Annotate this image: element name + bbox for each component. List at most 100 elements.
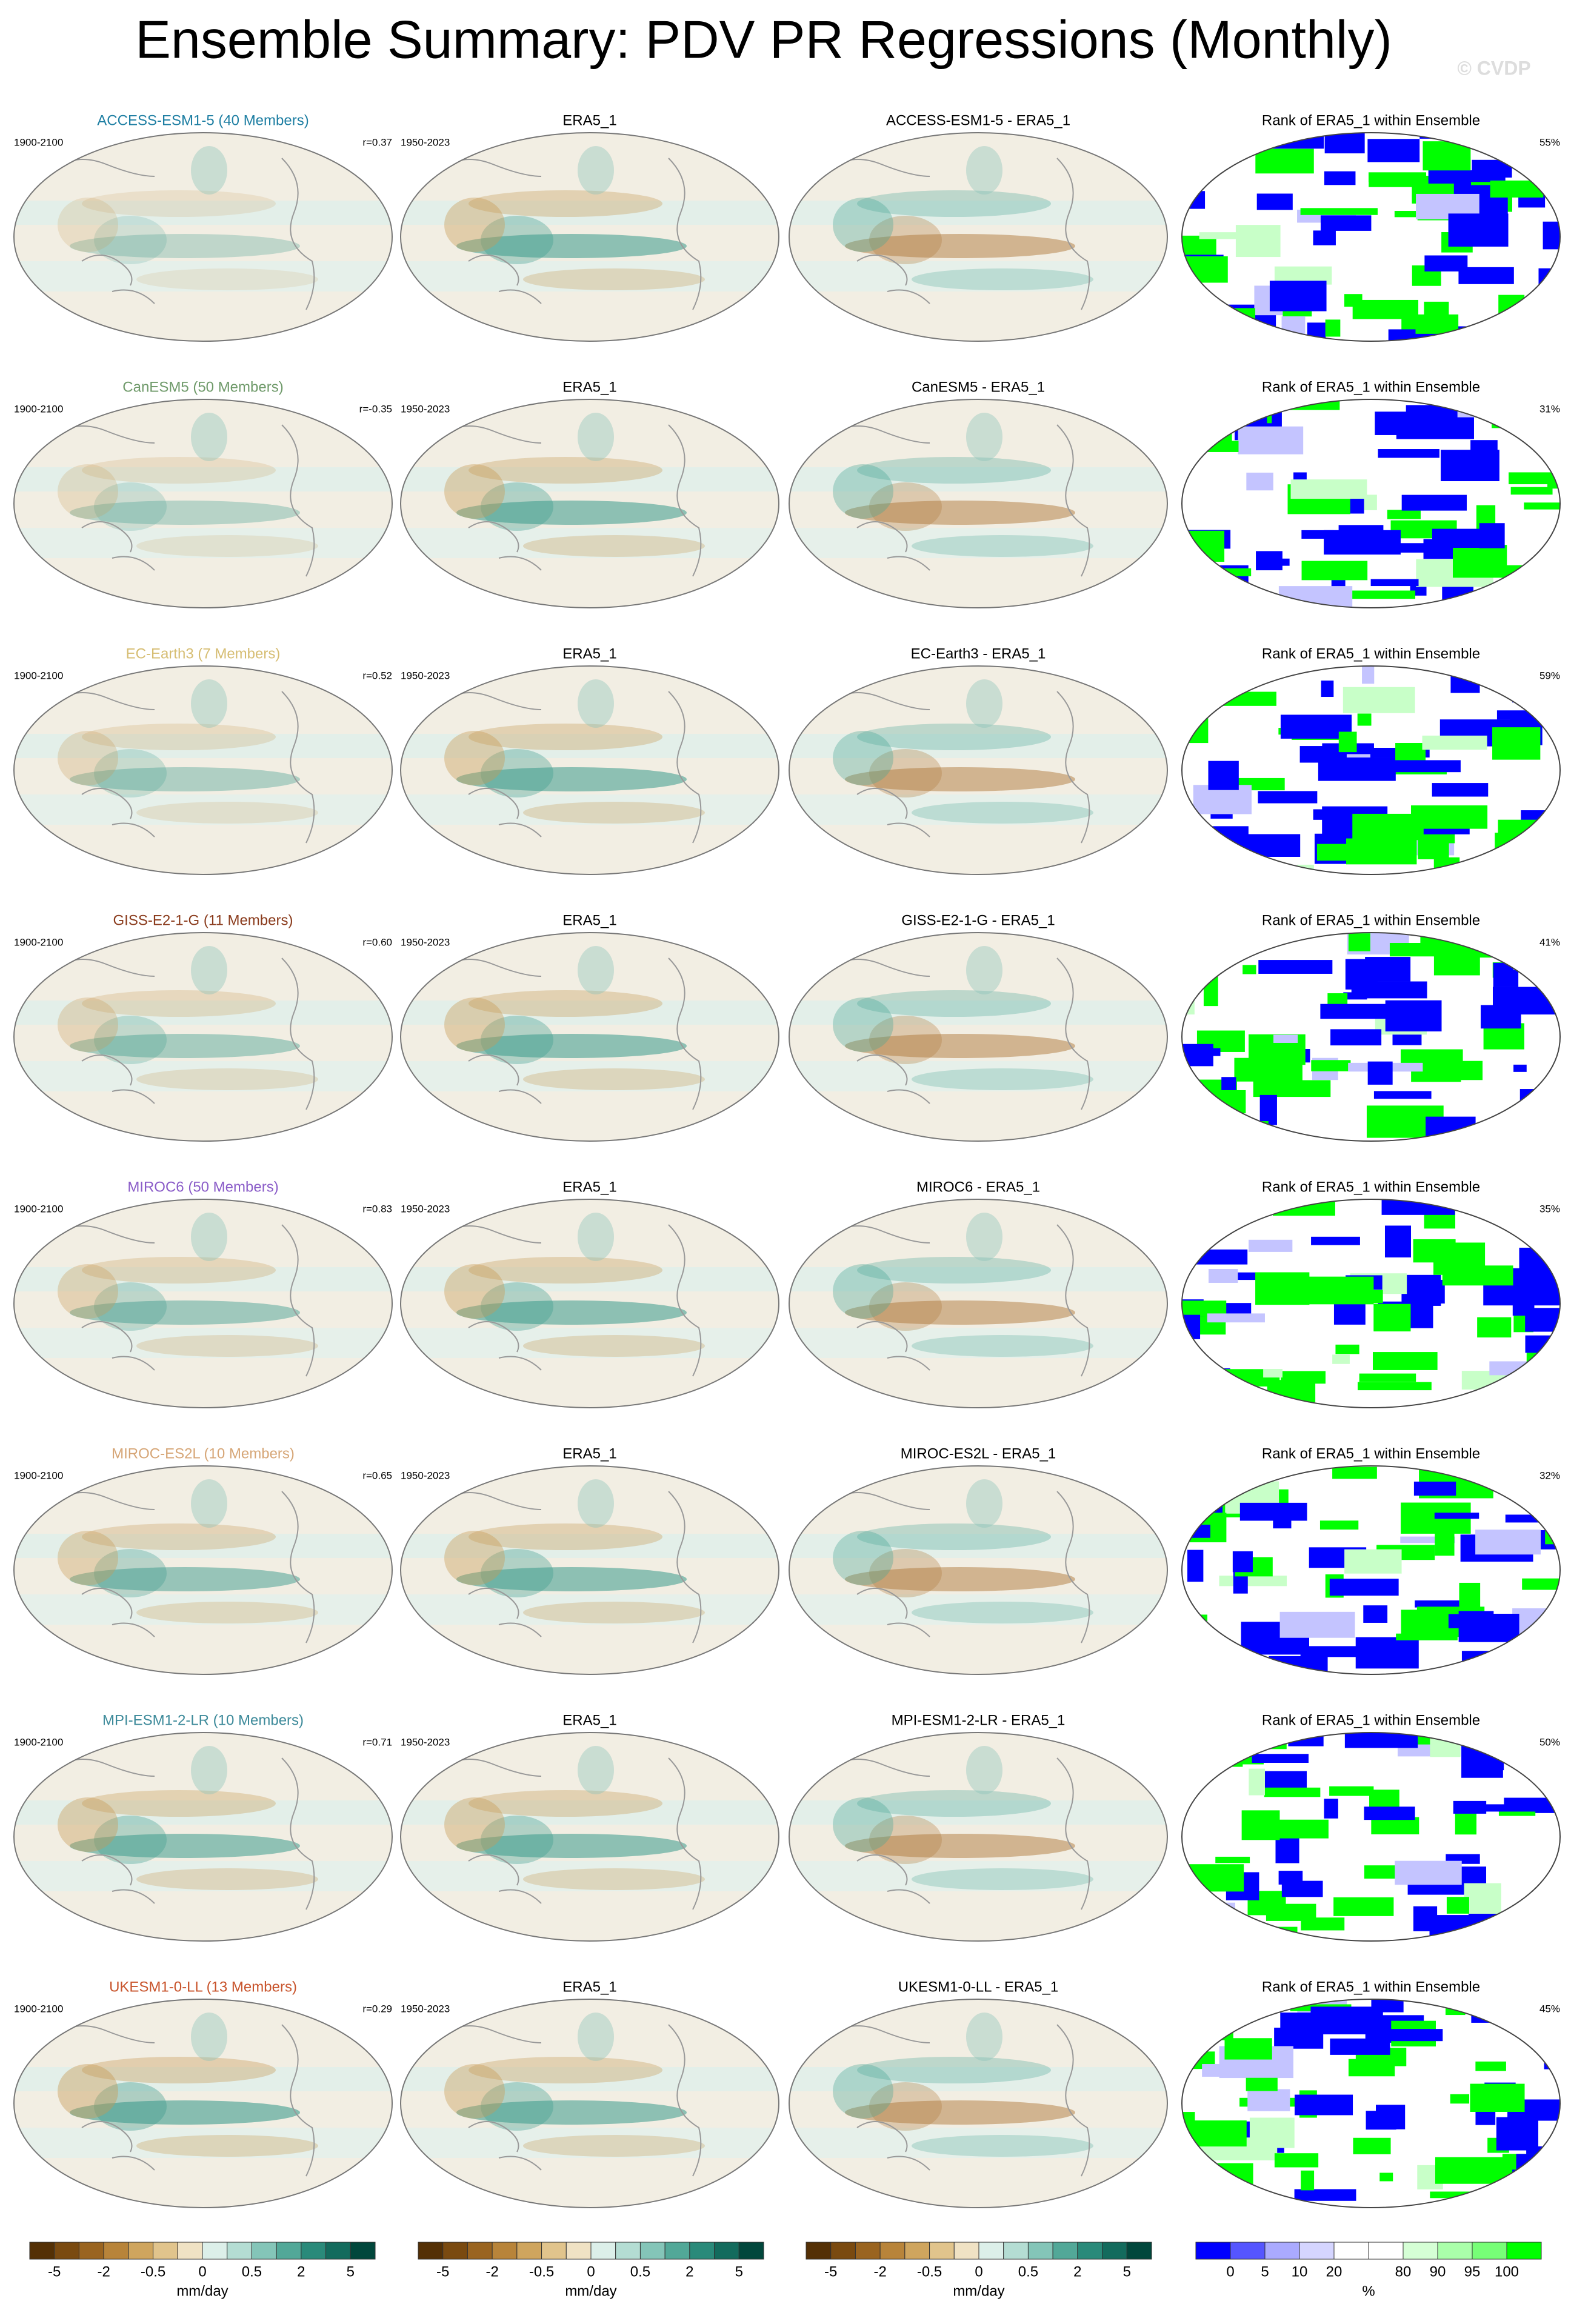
field-blob — [70, 501, 300, 525]
rank-patch — [1333, 1897, 1394, 1916]
rank-patch — [1187, 1377, 1235, 1402]
field-blob — [845, 234, 1075, 258]
rank-patch — [1338, 731, 1357, 753]
rank-patch — [1182, 1491, 1208, 1514]
colorbar-box — [29, 2242, 55, 2260]
rank-patch — [1475, 1530, 1541, 1555]
period-label: 1900-2100 — [14, 670, 63, 681]
field-band — [14, 2128, 392, 2158]
field-band — [14, 1061, 392, 1091]
rank-patch — [1387, 510, 1421, 519]
map-outline — [13, 1732, 393, 1942]
rank-patch — [1219, 1576, 1287, 1587]
field-blob — [869, 1282, 942, 1331]
period-label: 1950-2023 — [401, 136, 450, 148]
field-band — [789, 734, 1167, 758]
rank-patch — [1452, 545, 1507, 578]
rank-patch — [1373, 1091, 1432, 1099]
colorbar-label: 2 — [297, 2263, 305, 2280]
field-blob — [70, 234, 300, 258]
rank-patch — [1320, 1004, 1392, 1019]
rank-patch — [1477, 1317, 1512, 1338]
colorbar-label: 0.5 — [1018, 2263, 1038, 2280]
field-blob — [456, 1034, 687, 1058]
field-blob — [523, 802, 705, 824]
rank-patch — [1211, 2163, 1253, 2194]
rank-patch — [1459, 1582, 1481, 1608]
rank-patch — [1522, 1578, 1560, 1590]
field-blob — [444, 2064, 505, 2119]
rank-patch — [1512, 695, 1560, 703]
rank-patch — [1519, 1089, 1560, 1111]
coastline — [826, 957, 1090, 1110]
rank-patch — [1329, 1786, 1374, 1796]
rank-patch — [1182, 933, 1246, 945]
colorbar-box — [54, 2242, 79, 2260]
colorbar-box — [516, 2242, 542, 2260]
field-blob — [82, 2057, 276, 2083]
field-blob — [845, 1834, 1075, 1858]
field-blob — [912, 802, 1093, 824]
rank-patch — [1436, 933, 1481, 939]
colorbar-label: 95 — [1464, 2263, 1481, 2280]
colorbar-box — [325, 2242, 351, 2260]
field-blob — [456, 1834, 687, 1858]
field-blob — [481, 1549, 553, 1597]
colorbar-box — [1126, 2242, 1152, 2260]
correlation-label: r=-0.35 — [359, 403, 392, 415]
field-blob — [523, 2135, 705, 2157]
field-blob — [912, 535, 1093, 557]
panel-title: ERA5_1 — [562, 1179, 616, 1195]
map-outline — [13, 932, 393, 1142]
period-label: 1950-2023 — [401, 670, 450, 681]
rank-patch — [1394, 211, 1430, 218]
field-band — [401, 1328, 779, 1358]
field-blob — [444, 464, 505, 519]
rank-patch — [1229, 1466, 1245, 1483]
rank-patch — [1182, 2120, 1247, 2147]
coastline — [51, 424, 315, 577]
colorbar-box — [276, 2242, 302, 2260]
rank-patch — [1366, 2111, 1396, 2130]
rank-patch — [1311, 1236, 1360, 1245]
map — [401, 133, 779, 341]
rank-patch — [1348, 933, 1370, 951]
period-label: 1900-2100 — [14, 1203, 63, 1214]
rank-patch — [1369, 543, 1446, 553]
panel-title: Rank of ERA5_1 within Ensemble — [1262, 1712, 1480, 1728]
field-blob — [966, 413, 1002, 461]
rank-patch — [1480, 1804, 1536, 1812]
field-band — [14, 201, 392, 225]
rank-patch — [1224, 2038, 1272, 2060]
field-blob — [833, 1264, 893, 1319]
field-band — [789, 1328, 1167, 1358]
rank-patch — [1476, 1470, 1530, 1481]
rank-patch — [1290, 479, 1367, 499]
colorbar-box — [806, 2242, 832, 2260]
rank-patch — [1182, 1864, 1244, 1892]
field-blob — [82, 1257, 276, 1284]
colorbar-label: 20 — [1326, 2263, 1343, 2280]
rank-patch — [1190, 1249, 1248, 1265]
coastline — [51, 1224, 315, 1377]
colorbar-box — [830, 2242, 856, 2260]
panel-title: CanESM5 (50 Members) — [122, 379, 283, 395]
rank-patch — [1294, 2189, 1356, 2201]
field-blob — [58, 1264, 118, 1319]
field-blob — [444, 731, 505, 785]
map — [789, 1466, 1167, 1674]
rank-patch — [1512, 1300, 1535, 1316]
correlation-label: r=0.29 — [362, 2003, 392, 2014]
colorbar-box — [1195, 2242, 1231, 2260]
field-blob — [94, 1282, 167, 1331]
colorbar-box — [590, 2242, 616, 2260]
colorbar-label: 90 — [1430, 2263, 1446, 2280]
rank-patch — [1389, 943, 1436, 957]
rank-patch — [1255, 148, 1314, 174]
rank-patch — [1512, 1608, 1560, 1635]
colorbar-box — [1264, 2242, 1300, 2260]
colorbar-unit: mm/day — [565, 2283, 616, 2299]
field-blob — [869, 1016, 942, 1064]
rank-patch — [1183, 1614, 1208, 1622]
field-band — [789, 1061, 1167, 1091]
